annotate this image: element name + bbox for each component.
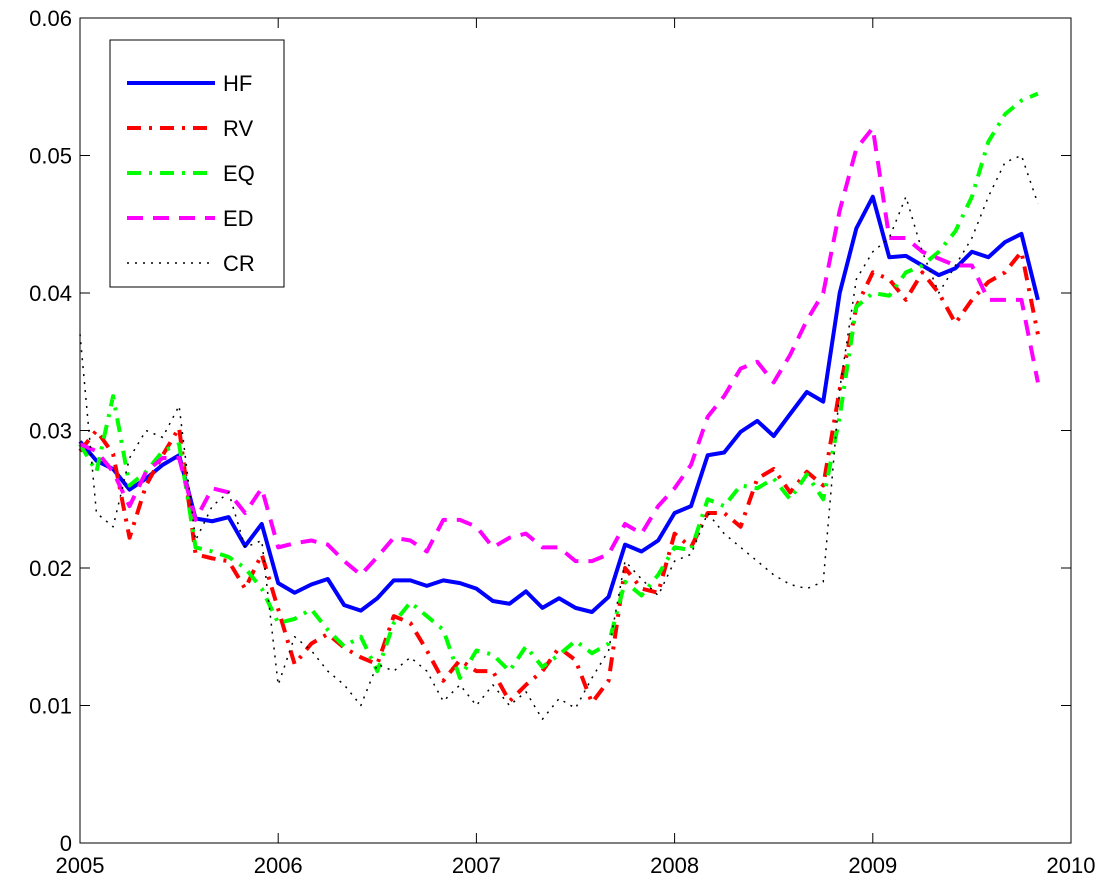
legend: HF RV EQ ED CR: [109, 39, 285, 288]
legend-label: EQ: [223, 161, 255, 186]
series-line: [78, 91, 1039, 680]
x-tick-label: 2010: [1047, 853, 1096, 878]
y-tick-label: 0: [60, 831, 72, 856]
series-line: [79, 154, 1039, 720]
x-tick-label: 2005: [56, 853, 105, 878]
legend-label: RV: [223, 116, 253, 141]
series-line: [79, 126, 1040, 577]
y-tick-label: 0.02: [29, 556, 72, 581]
x-tick-label: 2008: [650, 853, 699, 878]
legend-label: HF: [223, 71, 252, 96]
plot-frame: [79, 17, 1072, 844]
x-tick-label: 2009: [848, 853, 897, 878]
y-tick-label: 0.03: [29, 419, 72, 444]
x-tick-label: 2006: [254, 853, 303, 878]
y-tick-label: 0.04: [29, 281, 72, 306]
series-line: [78, 194, 1040, 614]
legend-box: [109, 39, 285, 288]
y-tick-label: 0.05: [29, 144, 72, 169]
y-tick-label: 0.01: [29, 694, 72, 719]
legend-label: ED: [223, 206, 254, 231]
legend-label: CR: [223, 251, 255, 276]
y-tick-label: 0.06: [29, 6, 72, 31]
x-tick-label: 2007: [452, 853, 501, 878]
